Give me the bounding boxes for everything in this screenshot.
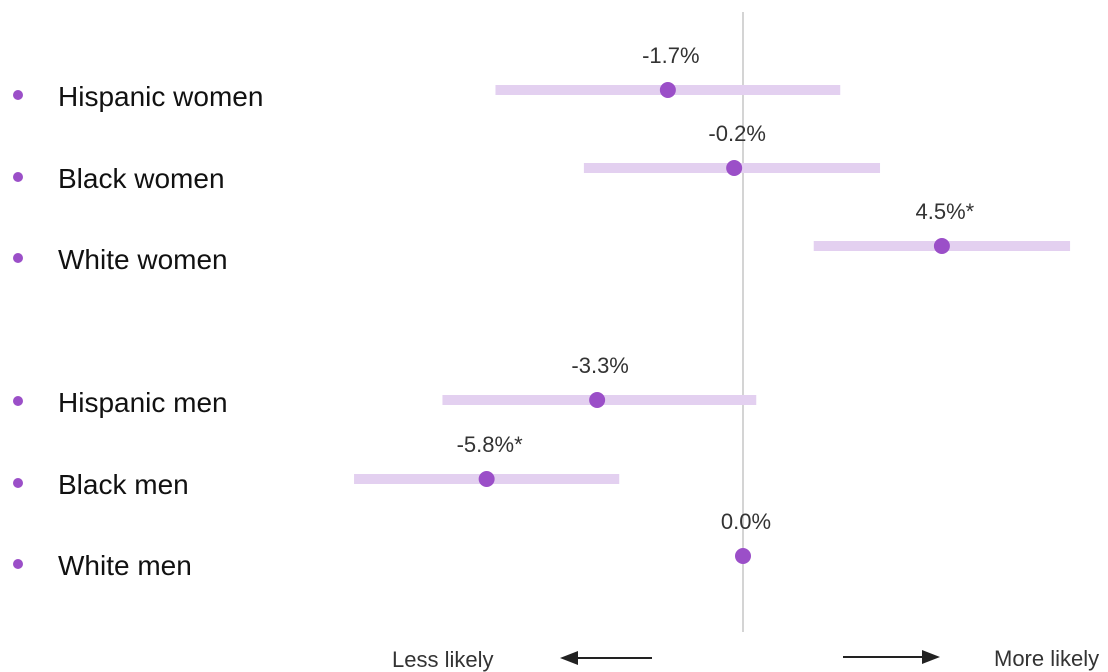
chart-rows: Hispanic women -1.7% Black women -0.2% White… bbox=[13, 43, 1071, 581]
row-white-women: White women 4.5%* bbox=[13, 199, 1071, 275]
estimate-point bbox=[933, 238, 950, 254]
left-arrow-head-icon bbox=[560, 651, 578, 665]
bullet-icon bbox=[13, 172, 23, 182]
value-label: -3.3% bbox=[571, 353, 628, 378]
right-arrow-head-icon bbox=[922, 650, 940, 664]
bullet-icon bbox=[13, 90, 23, 100]
value-label: -5.8%* bbox=[457, 432, 523, 457]
category-label: White women bbox=[58, 244, 228, 275]
bullet-icon bbox=[13, 396, 23, 406]
bullet-icon bbox=[13, 559, 23, 569]
estimate-point bbox=[735, 548, 751, 564]
row-hispanic-women: Hispanic women -1.7% bbox=[13, 43, 841, 112]
category-label: Black women bbox=[58, 163, 225, 194]
category-label: White men bbox=[58, 550, 192, 581]
value-label: 4.5%* bbox=[916, 199, 975, 224]
category-label: Hispanic men bbox=[58, 387, 228, 418]
value-label: 0.0% bbox=[721, 509, 771, 534]
estimate-point bbox=[478, 471, 495, 487]
less-likely-label: Less likely bbox=[392, 647, 493, 672]
value-label: -1.7% bbox=[642, 43, 699, 68]
estimate-point bbox=[659, 82, 676, 98]
estimate-point bbox=[589, 392, 606, 408]
category-label: Hispanic women bbox=[58, 81, 263, 112]
value-label: -0.2% bbox=[708, 121, 765, 146]
bullet-icon bbox=[13, 253, 23, 263]
more-likely-label: More likely bbox=[994, 646, 1099, 671]
row-white-men: White men 0.0% bbox=[13, 509, 771, 581]
category-label: Black men bbox=[58, 469, 189, 500]
estimate-point bbox=[726, 160, 743, 176]
row-hispanic-men: Hispanic men -3.3% bbox=[13, 353, 757, 418]
bullet-icon bbox=[13, 478, 23, 488]
direction-legend: Less likely More likely bbox=[392, 646, 1099, 672]
row-black-women: Black women -0.2% bbox=[13, 121, 881, 194]
row-black-men: Black men -5.8%* bbox=[13, 432, 620, 500]
